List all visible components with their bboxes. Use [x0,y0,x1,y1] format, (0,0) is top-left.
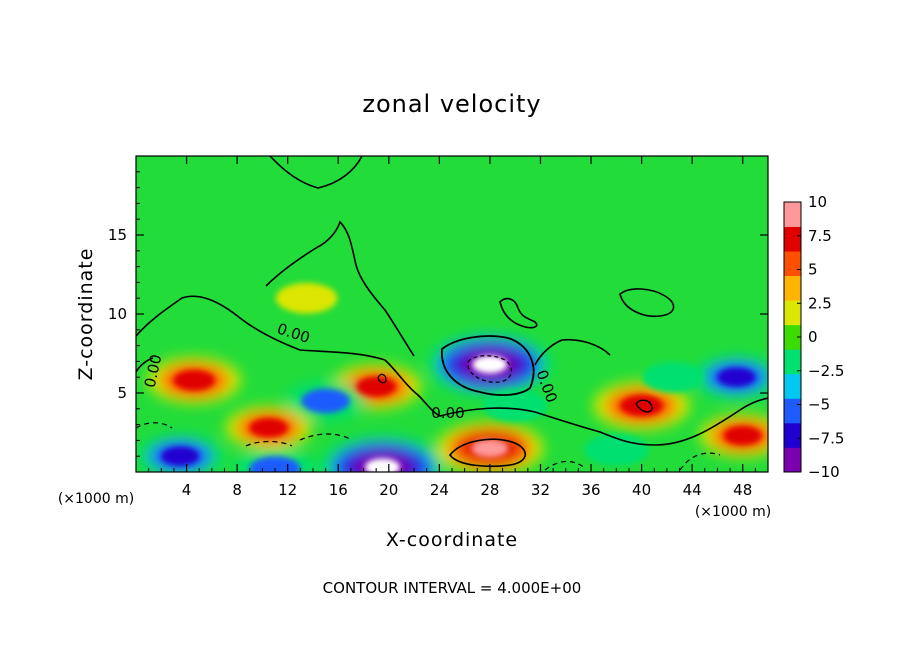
y-tick-label: 10 [108,305,127,323]
x-unit-left: (×1000 m) [58,491,134,507]
velocity-feature [471,439,509,458]
velocity-feature [482,389,548,422]
velocity-feature [642,361,704,393]
colorbar-swatch [784,422,801,448]
x-tick-label: 16 [329,481,348,499]
colorbar-swatch [784,324,801,350]
contour-label: 0.00 [431,404,464,422]
velocity-feature [161,446,200,466]
x-tick-label: 4 [182,481,192,499]
y-tick-label: 15 [108,226,127,244]
x-axis-label: X-coordinate [386,529,518,551]
colorbar-tick-label: 2.5 [808,294,832,312]
velocity-feature [173,370,215,391]
velocity-feature [620,395,663,417]
y-axis-label: Z-coordinate [75,248,97,381]
colorbar-swatch [784,447,801,473]
colorbar-tick-label: −2.5 [808,362,844,380]
velocity-feature-core [473,355,507,374]
x-tick-label: 44 [683,481,702,499]
x-tick-label: 48 [733,481,752,499]
colorbar-swatch [784,373,801,399]
colorbar-swatch [784,202,801,227]
velocity-feature-core [366,458,399,472]
contour-interval-note: CONTOUR INTERVAL = 4.000E+00 [323,579,582,597]
velocity-feature [249,418,288,438]
velocity-feature [275,282,338,314]
velocity-feature [717,367,756,387]
colorbar-swatch [784,349,801,375]
colorbar-swatch [784,300,801,326]
x-tick-label: 20 [379,481,398,499]
velocity-feature [356,376,396,397]
colorbar-tick-label: −5 [808,396,830,414]
y-axis: 5 10 15 [108,171,768,457]
colorbar-swatch [784,398,801,424]
colorbar-tick-label: −7.5 [808,429,844,447]
x-tick-label: 40 [632,481,651,499]
x-tick-label: 28 [480,481,499,499]
y-tick-label: 5 [117,384,127,402]
colorbar-swatch [784,275,801,301]
velocity-feature [301,388,350,413]
colorbar-tick-label: 7.5 [808,227,832,245]
colorbar-swatch [784,251,801,277]
x-unit-right: (×1000 m) [695,504,771,520]
plot-area: 0.00 0.00 0.00 0.00 [135,155,769,473]
x-tick-label: 36 [581,481,600,499]
colorbar-tick-label: 5 [808,261,818,279]
velocity-feature [723,426,762,446]
chart-title: zonal velocity [362,90,541,118]
x-tick-label: 8 [232,481,242,499]
colorbar-tick-label: 10 [808,193,827,211]
x-tick-label: 24 [430,481,449,499]
colorbar: 10 7.5 5 2.5 0 −2.5 −5 −7.5 −10 [783,193,844,481]
velocity-feature [583,433,649,466]
colorbar-swatch [784,226,801,252]
x-axis: 4 8 12 16 20 24 28 32 36 40 44 48 [148,156,756,499]
contour-lines [136,156,768,471]
colorbar-tick-label: 0 [808,328,818,346]
x-tick-label: 12 [278,481,297,499]
colorbar-tick-label: −10 [808,463,840,481]
x-tick-label: 32 [531,481,550,499]
